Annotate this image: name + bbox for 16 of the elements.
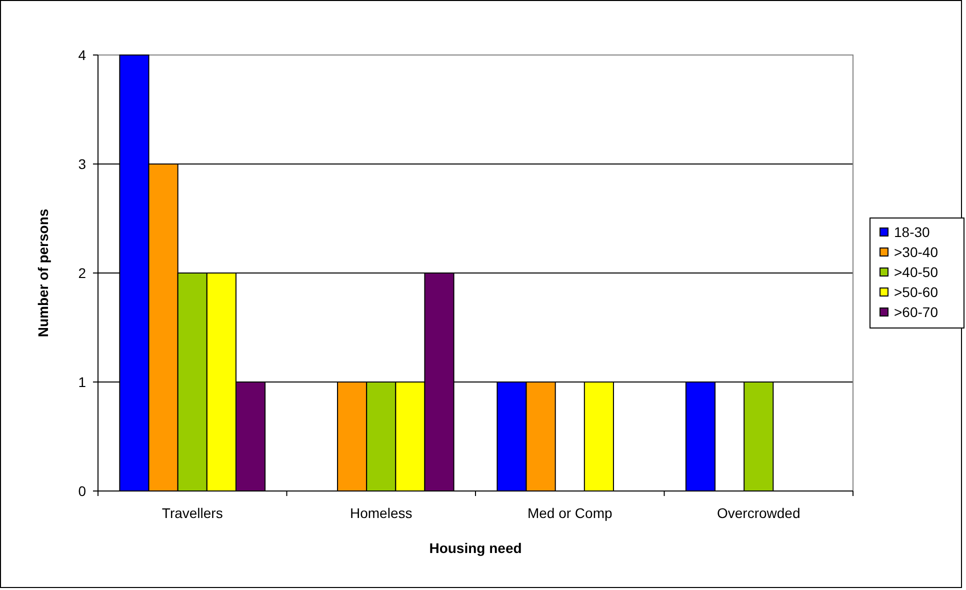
x-tick-label: Homeless [350,505,412,521]
x-tick-label: Med or Comp [527,505,612,521]
legend-label: >30-40 [894,244,938,260]
x-tick-label: Travellers [162,505,223,521]
legend-label: >60-70 [894,304,938,320]
legend-label: 18-30 [894,224,930,240]
x-tick-label: Overcrowded [716,505,800,521]
y-tick-label: 1 [78,374,86,390]
x-axis-title: Housing need [429,540,522,556]
y-tick-label: 2 [78,264,86,281]
legend-label: >50-60 [894,284,938,300]
y-axis-title: Number of persons [35,208,51,338]
y-tick-label: 0 [78,482,86,499]
y-tick-label: 3 [78,156,86,172]
legend-label: >40-50 [894,264,938,280]
y-tick-label: 4 [78,46,86,63]
